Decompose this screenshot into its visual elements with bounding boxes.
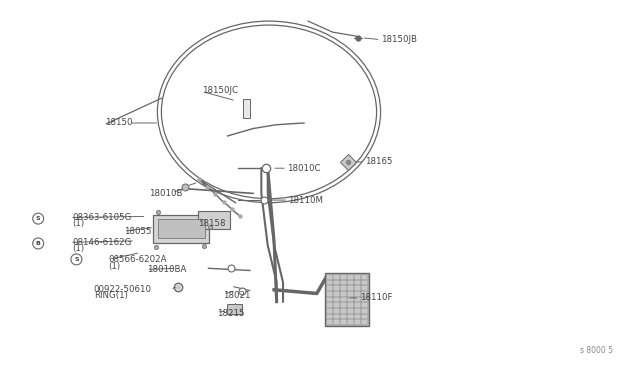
Text: S: S (36, 216, 40, 221)
FancyBboxPatch shape (157, 219, 205, 238)
Text: 08566-6202A: 08566-6202A (108, 255, 167, 264)
Text: RING(1): RING(1) (93, 291, 127, 300)
Text: 18150: 18150 (105, 119, 132, 128)
FancyBboxPatch shape (227, 304, 242, 314)
Text: S: S (74, 257, 79, 262)
Text: 18110F: 18110F (360, 294, 392, 302)
Text: (1): (1) (72, 244, 84, 253)
Text: 18055: 18055 (124, 227, 151, 236)
Text: 18010B: 18010B (149, 189, 182, 198)
Text: (1): (1) (72, 219, 84, 228)
Circle shape (71, 254, 82, 265)
Text: 18150JC: 18150JC (202, 86, 238, 95)
Text: 18158: 18158 (198, 219, 225, 228)
Text: s 8000 5: s 8000 5 (580, 346, 613, 355)
FancyBboxPatch shape (325, 273, 369, 326)
Text: 18165: 18165 (365, 157, 392, 166)
Text: B: B (36, 241, 40, 246)
Text: 18110M: 18110M (288, 196, 323, 205)
FancyBboxPatch shape (243, 99, 250, 118)
Text: (1): (1) (108, 262, 120, 270)
Circle shape (33, 213, 44, 224)
Text: 08146-6162G: 08146-6162G (72, 238, 132, 247)
FancyBboxPatch shape (198, 211, 230, 229)
Text: 18150JB: 18150JB (381, 35, 417, 44)
Text: 18215: 18215 (217, 310, 244, 318)
Text: 18021: 18021 (223, 291, 251, 300)
FancyBboxPatch shape (153, 215, 209, 243)
Text: 08363-6105G: 08363-6105G (72, 213, 132, 222)
Text: 00922-50610: 00922-50610 (93, 285, 152, 294)
Text: 18010BA: 18010BA (147, 265, 186, 274)
Text: 18010C: 18010C (287, 164, 321, 173)
Circle shape (33, 238, 44, 249)
